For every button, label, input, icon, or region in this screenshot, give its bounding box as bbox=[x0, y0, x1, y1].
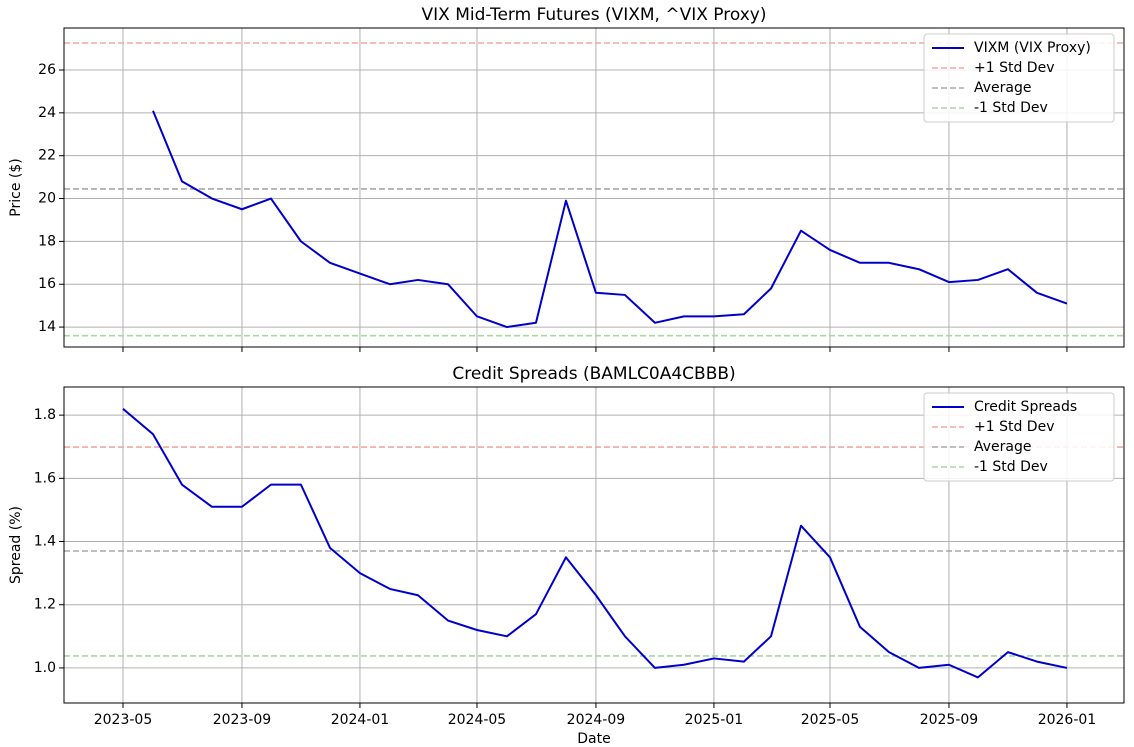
data-line bbox=[122, 408, 1068, 679]
y-tick-label: 16 bbox=[38, 276, 56, 292]
y-axis-label: Price ($) bbox=[8, 158, 24, 216]
x-tick-label: 2024-05 bbox=[448, 712, 507, 728]
x-tick-label: 2025-01 bbox=[685, 712, 744, 728]
y-tick-label: 22 bbox=[38, 148, 56, 164]
y-tick-label: 18 bbox=[38, 233, 56, 249]
x-axis-label: Date bbox=[577, 731, 610, 747]
x-tick-label: 2026-01 bbox=[1038, 712, 1097, 728]
legend-label: -1 Std Dev bbox=[974, 459, 1048, 475]
legend-label: Average bbox=[974, 80, 1032, 96]
y-tick-label: 1.4 bbox=[34, 534, 56, 550]
y-tick-label: 1.8 bbox=[34, 407, 56, 423]
legend-label: +1 Std Dev bbox=[974, 60, 1054, 76]
legend-label: -1 Std Dev bbox=[974, 100, 1048, 116]
data-line bbox=[152, 110, 1068, 329]
legend-label: VIXM (VIX Proxy) bbox=[974, 40, 1091, 56]
legend-label: +1 Std Dev bbox=[974, 419, 1054, 435]
y-tick-label: 26 bbox=[38, 62, 56, 78]
x-tick-label: 2024-09 bbox=[567, 712, 626, 728]
legend: Credit Spreads +1 Std Dev Average -1 Std De… bbox=[923, 392, 1115, 482]
legend: VIXM (VIX Proxy) +1 Std Dev Average -1 Std … bbox=[923, 33, 1115, 123]
x-tick-label: 2025-09 bbox=[920, 712, 979, 728]
plot-frame bbox=[63, 386, 1125, 704]
y-tick-label: 1.6 bbox=[34, 470, 56, 486]
y-tick-label: 20 bbox=[38, 191, 56, 207]
y-tick-label: 1.2 bbox=[34, 597, 56, 613]
plot-frame bbox=[63, 27, 1125, 348]
legend-box bbox=[923, 392, 1115, 482]
chart-title: Credit Spreads (BAMLC0A4CBBB) bbox=[452, 364, 735, 384]
x-tick-label: 2024-01 bbox=[331, 712, 390, 728]
subplot: VIX Mid-Term Futures (VIXM, ^VIX Proxy) P… bbox=[8, 5, 1125, 352]
subplot: Credit Spreads (BAMLC0A4CBBB) Spread (%) D… bbox=[8, 364, 1125, 747]
y-tick-label: 14 bbox=[38, 319, 56, 335]
chart-title: VIX Mid-Term Futures (VIXM, ^VIX Proxy) bbox=[422, 5, 767, 25]
y-tick-label: 1.0 bbox=[34, 660, 56, 676]
y-tick-label: 24 bbox=[38, 105, 56, 121]
legend-label: Average bbox=[974, 439, 1032, 455]
y-axis-label: Spread (%) bbox=[8, 506, 24, 584]
x-tick-label: 2023-05 bbox=[94, 712, 153, 728]
legend-box bbox=[923, 33, 1115, 123]
x-tick-label: 2023-09 bbox=[213, 712, 272, 728]
legend-label: Credit Spreads bbox=[974, 399, 1077, 415]
x-tick-label: 2025-05 bbox=[801, 712, 860, 728]
